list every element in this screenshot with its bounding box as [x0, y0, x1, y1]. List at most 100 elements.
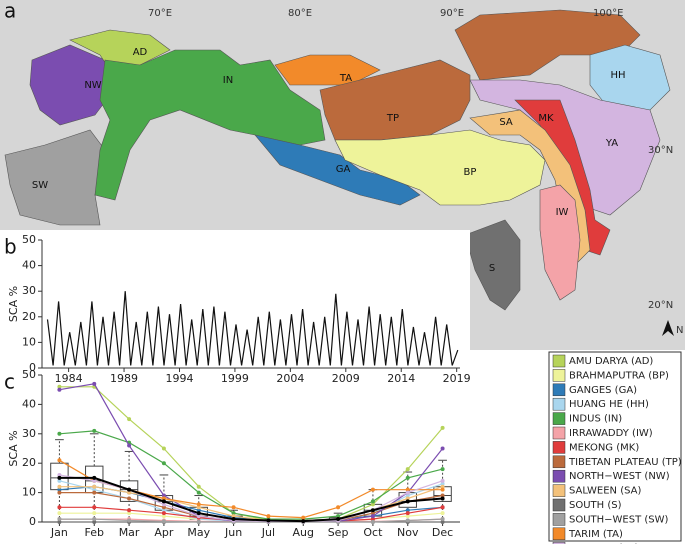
series-point [196, 508, 201, 513]
series-point [405, 508, 410, 513]
x-tick-label: 2004 [276, 372, 304, 385]
panel-b-background [0, 230, 470, 385]
y-tick-label: 0 [29, 515, 36, 528]
series-point [161, 446, 166, 451]
basin-sw [4, 129, 106, 226]
y-tick-label: 50 [22, 233, 36, 246]
series-point [57, 387, 62, 392]
x-tick-label: Jun [224, 526, 242, 539]
series-point [127, 490, 132, 495]
y-tick-label: 10 [22, 486, 36, 499]
y-tick-label: 30 [22, 427, 36, 440]
series-point [301, 515, 306, 520]
series-point [196, 484, 201, 489]
series-point [57, 511, 62, 516]
series-point [440, 446, 445, 451]
series-point [405, 496, 410, 501]
legend-label: INDUS (IN) [569, 414, 622, 425]
lon-label: 90°E [440, 8, 464, 19]
legend-frame [548, 351, 682, 542]
series-point [405, 511, 410, 516]
y-tick-label: 40 [22, 397, 36, 410]
legend-swatch [552, 441, 566, 454]
legend-swatch [552, 513, 566, 526]
x-tick-label: 1994 [165, 372, 193, 385]
region-label: BP [464, 167, 477, 178]
series-line [46, 291, 459, 366]
series-point [440, 496, 445, 501]
x-tick-label: Sep [328, 526, 349, 539]
legend-swatch [552, 469, 566, 483]
series-point [92, 381, 97, 386]
series-point [440, 481, 445, 486]
series-line [59, 476, 443, 523]
series-point [57, 472, 62, 477]
series-point [92, 428, 97, 433]
series-point [92, 520, 97, 524]
legend-swatch [552, 484, 566, 497]
series-point [405, 475, 410, 480]
series-point [196, 514, 201, 519]
y-tick-label: 20 [22, 310, 36, 323]
region-label: NW [84, 80, 101, 91]
lat-label: 30°N [648, 145, 673, 156]
series-point [196, 502, 201, 507]
y-tick-label: 30 [22, 284, 36, 297]
panel-c-background [0, 385, 548, 544]
series-point [161, 496, 166, 501]
series-point [405, 487, 410, 492]
x-tick-label: 2009 [332, 372, 360, 385]
series-point [405, 499, 410, 504]
x-tick-label: May [187, 526, 210, 539]
y-tick-label: 10 [22, 335, 36, 348]
series-point [440, 487, 445, 492]
region-label: IN [223, 75, 233, 86]
y-tick-label: 50 [22, 368, 36, 381]
x-tick-label: Nov [397, 526, 419, 539]
series-point [231, 505, 236, 510]
lon-label: 80°E [288, 8, 312, 19]
panel-label: b [4, 235, 17, 259]
series-point [92, 487, 97, 492]
region-label: SA [499, 117, 513, 128]
north-arrow [662, 320, 674, 336]
basin-iw [539, 184, 581, 301]
series-point [92, 484, 97, 489]
x-tick-label: Feb [85, 526, 104, 539]
series-point [440, 505, 445, 510]
series-point [266, 518, 271, 523]
series-point [405, 490, 410, 495]
series-point [92, 475, 97, 480]
basins [4, 9, 671, 311]
legend-label: BRAHMAPUTRA (BP) [569, 370, 669, 381]
series-point [440, 425, 445, 430]
series-point [57, 490, 62, 495]
legend-swatch [552, 527, 566, 541]
series-point [301, 519, 306, 524]
series-point [127, 496, 132, 501]
series-point [57, 520, 62, 524]
series-point [440, 484, 445, 489]
series-point [405, 514, 410, 519]
series-point [57, 505, 62, 510]
series-point [196, 520, 201, 524]
series-point [161, 493, 166, 498]
legend-swatch [552, 412, 566, 425]
series-point [57, 475, 62, 480]
series-point [161, 511, 166, 516]
series-point [440, 517, 445, 522]
lat-label: 20°N [648, 300, 673, 311]
series-point [127, 487, 132, 492]
series-point [370, 520, 375, 524]
legend-label: AMU DARYA (AD) [569, 356, 653, 367]
legend-swatch [552, 455, 566, 469]
x-tick-label: 1999 [221, 372, 249, 385]
series-line [59, 518, 443, 523]
series-point [336, 514, 341, 519]
lon-label: 100°E [593, 8, 623, 19]
series-point [440, 511, 445, 516]
series-point [92, 511, 97, 516]
legend-swatch [552, 383, 566, 397]
series-point [405, 493, 410, 498]
